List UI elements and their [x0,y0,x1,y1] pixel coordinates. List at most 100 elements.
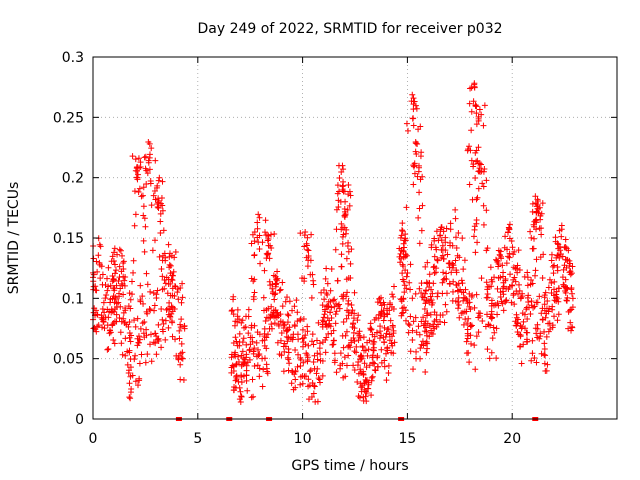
data-point [116,293,123,300]
data-point [398,232,405,239]
data-point [311,365,318,372]
data-point [422,287,429,294]
data-point [238,319,245,326]
data-point [418,318,425,325]
data-point [568,327,575,334]
data-point [150,339,157,346]
data-point [411,160,418,167]
data-point [569,290,576,297]
data-point [238,352,245,359]
data-point [143,332,150,339]
data-point [166,250,173,257]
data-point [416,189,423,196]
data-point [167,313,174,320]
data-point [515,316,522,323]
data-point [489,314,496,321]
data-point [443,270,450,277]
data-point [338,263,345,270]
data-point [323,265,330,272]
data-point [366,362,373,369]
data-point [111,245,118,252]
data-point [362,393,369,400]
data-point [295,351,302,358]
data-point [410,318,417,325]
data-point [378,302,385,309]
data-point [132,167,139,174]
data-point [533,209,540,216]
data-point [539,275,546,282]
data-point [321,311,328,318]
data-point [350,329,357,336]
data-point [546,305,553,312]
data-point [398,295,405,302]
data-point [297,381,304,388]
data-point [169,304,176,311]
data-point [255,211,262,218]
data-point [140,203,147,210]
data-point [137,159,144,166]
x-tick-label: 5 [193,431,202,447]
data-point [399,227,406,234]
data-point [440,269,447,276]
data-point [299,335,306,342]
data-point [139,320,146,327]
data-point [471,84,478,91]
data-point [281,348,288,355]
data-point [415,162,422,169]
data-point [127,338,134,345]
data-point [458,310,465,317]
data-point [285,367,292,374]
data-point [120,309,127,316]
data-point [231,322,238,329]
data-point [377,323,384,330]
data-point [369,331,376,338]
data-point [423,324,430,331]
data-point [509,244,516,251]
data-point [409,91,416,98]
data-point [539,200,546,207]
data-point [122,274,129,281]
data-point [343,315,350,322]
data-point [454,252,461,259]
data-point [297,230,304,237]
data-point [328,265,335,272]
data-point [126,334,133,341]
data-point [562,244,569,251]
data-point [388,304,395,311]
data-point [431,270,438,277]
data-point [104,346,111,353]
data-point [388,333,395,340]
data-point [280,368,287,375]
data-point [541,360,548,367]
data-point [378,346,385,353]
data-point [384,347,391,354]
data-point [310,277,317,284]
data-point [428,329,435,336]
data-point [351,348,358,355]
data-point [140,237,147,244]
data-point [245,330,252,337]
data-point [246,346,253,353]
data-point [433,246,440,253]
data-point [538,310,545,317]
data-point [434,257,441,264]
data-point [368,392,375,399]
data-point [536,293,543,300]
data-point [228,369,235,376]
data-point [488,283,495,290]
data-point [167,292,174,299]
data-point [141,154,148,161]
data-point [471,342,478,349]
data-point [239,339,246,346]
data-point [480,122,487,129]
data-point [420,314,427,321]
data-point [269,285,276,292]
x-tick-label: 10 [294,431,312,447]
data-point [122,352,129,359]
data-point [313,370,320,377]
data-point [347,192,354,199]
data-point [413,355,420,362]
data-point [118,340,125,347]
data-point [295,336,302,343]
data-point [159,326,166,333]
